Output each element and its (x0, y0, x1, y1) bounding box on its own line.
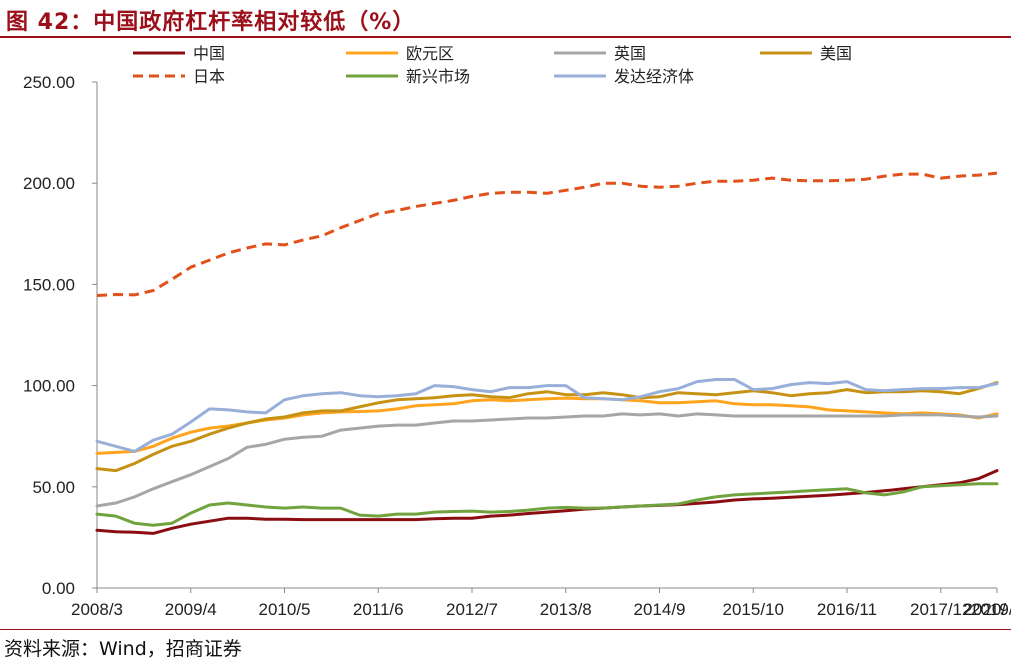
y-tick-label: 0.00 (42, 579, 75, 598)
chart-axes: 0.00 50.00 100.00 150.00 200.00 250.00 2008/3 2… (23, 73, 1011, 619)
x-tick-label: 2013/8 (540, 600, 592, 619)
y-tick-label: 200.00 (23, 174, 75, 193)
x-tick-label: 2019/1 (971, 600, 1011, 619)
y-tick-label: 250.00 (23, 73, 75, 92)
x-tick-label: 2011/6 (353, 600, 404, 619)
title-divider (0, 36, 1011, 38)
y-tick-label: 150.00 (23, 275, 75, 294)
x-tick-label: 2012/7 (446, 600, 498, 619)
y-tick-label: 50.00 (32, 478, 75, 497)
legend-label: 日本 (193, 67, 225, 86)
series-line-5 (95, 482, 999, 527)
x-tick-label: 2008/3 (71, 600, 123, 619)
y-tick-label: 100.00 (23, 377, 75, 396)
x-tick-label: 2014/9 (634, 600, 686, 619)
series-line-6 (95, 378, 999, 453)
legend-label: 发达经济体 (614, 67, 694, 86)
legend-label: 美国 (820, 44, 852, 63)
legend-label: 中国 (193, 44, 225, 63)
series-line-0 (95, 469, 999, 535)
x-tick-label: 2010/5 (259, 600, 311, 619)
line-chart: 0.00 50.00 100.00 150.00 200.00 250.00 2008/3 2… (23, 44, 1011, 619)
series-line-2 (95, 412, 999, 508)
x-tick-label: 2009/4 (165, 600, 217, 619)
x-tick-label: 2020/ (963, 600, 1006, 619)
series-line-4 (96, 171, 998, 297)
source-note: 资料来源：Wind，招商证券 (4, 638, 242, 660)
series-line-3 (95, 381, 999, 473)
x-tick-label: 2016/11 (817, 600, 877, 619)
chart-series-lines (95, 171, 999, 535)
x-tick-label: 2015/10 (723, 600, 784, 619)
legend-label: 新兴市场 (406, 67, 470, 86)
chart-title: 图 42：中国政府杠杆率相对较低（%） (6, 10, 416, 35)
source-divider (0, 629, 1011, 630)
legend-label: 欧元区 (406, 44, 454, 63)
legend-label: 英国 (614, 44, 646, 63)
x-tick-label: 2017/12 (910, 600, 971, 619)
